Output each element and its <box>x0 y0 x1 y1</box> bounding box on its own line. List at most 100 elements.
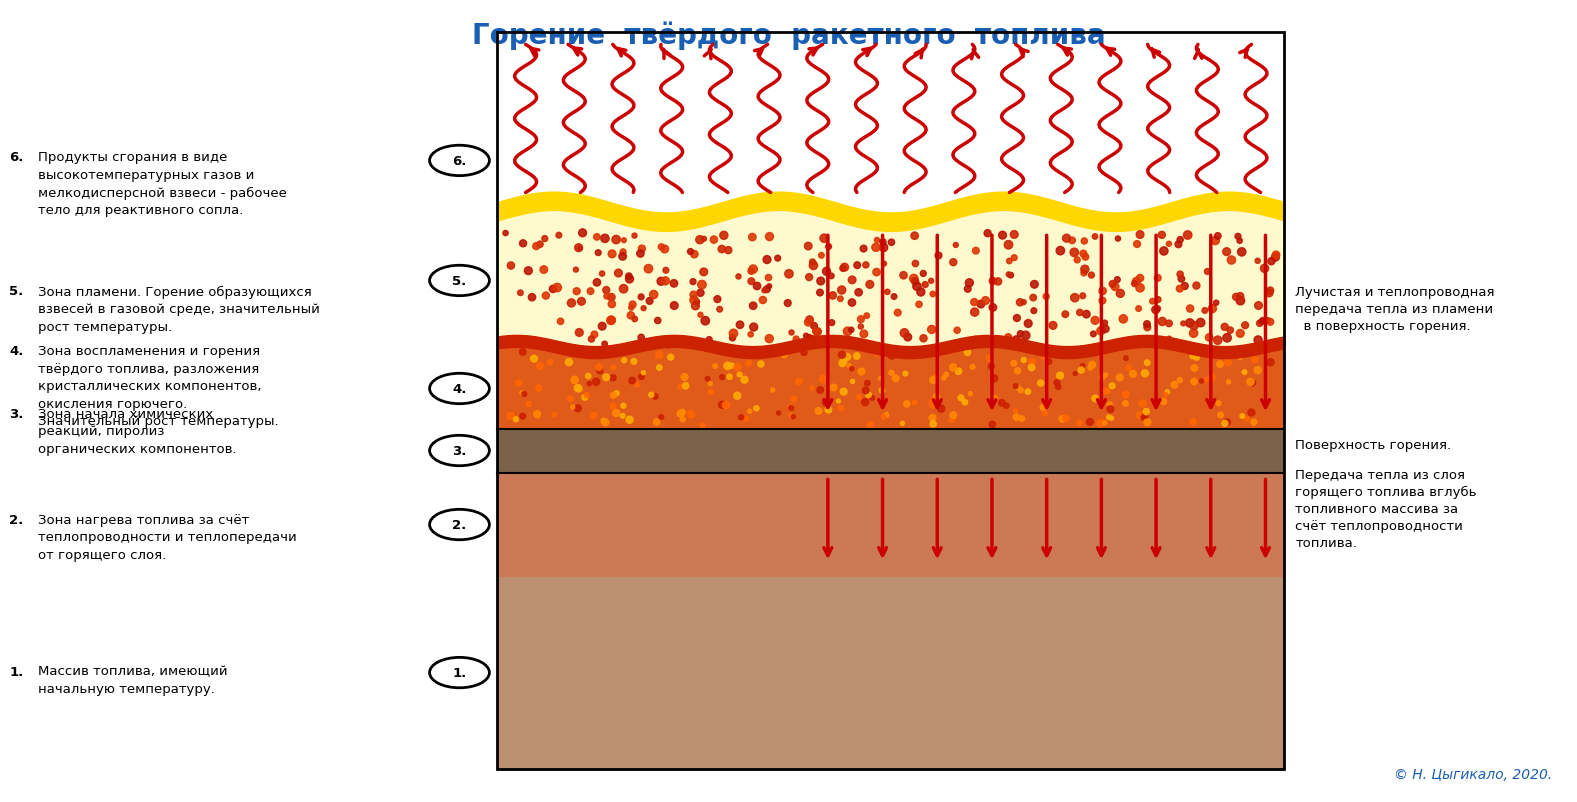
Point <box>807 287 833 300</box>
Text: 5.: 5. <box>9 286 24 298</box>
Point <box>1257 287 1282 300</box>
Point <box>1093 323 1118 336</box>
Point <box>1126 302 1151 315</box>
Point <box>629 291 654 304</box>
Point <box>729 411 754 424</box>
Circle shape <box>429 658 489 688</box>
Point <box>828 403 853 415</box>
Point <box>1053 412 1079 425</box>
Point <box>894 398 919 411</box>
Point <box>1129 398 1154 411</box>
Point <box>1102 281 1128 294</box>
Point <box>787 375 812 388</box>
Point <box>587 365 612 378</box>
Point <box>736 357 762 370</box>
Point <box>929 403 954 415</box>
Point <box>689 279 714 292</box>
Point <box>1255 314 1281 327</box>
Point <box>1077 416 1102 429</box>
Point <box>1020 292 1046 305</box>
Point <box>896 331 921 344</box>
Point <box>1113 389 1139 402</box>
Point <box>697 378 722 391</box>
Point <box>841 375 866 388</box>
Point <box>721 327 746 340</box>
Bar <box>497 349 1284 429</box>
Bar <box>497 213 1284 349</box>
Point <box>975 228 1000 241</box>
Point <box>1096 411 1121 424</box>
Point <box>498 410 524 423</box>
Point <box>595 346 620 359</box>
Point <box>796 241 822 253</box>
Point <box>904 281 929 294</box>
Point <box>1224 291 1249 304</box>
Point <box>1069 364 1094 377</box>
Point <box>697 334 722 346</box>
Point <box>806 405 831 418</box>
Point <box>1214 246 1240 259</box>
Point <box>839 324 864 337</box>
Point <box>754 283 779 296</box>
Text: 2.: 2. <box>9 513 24 526</box>
Point <box>1003 380 1028 393</box>
Point <box>642 289 667 302</box>
Point <box>1016 318 1041 330</box>
Point <box>1219 254 1244 267</box>
Point <box>979 419 1005 431</box>
Point <box>1230 410 1255 423</box>
Text: 4.: 4. <box>9 345 24 358</box>
Point <box>1216 376 1241 389</box>
Point <box>558 393 583 406</box>
Point <box>569 295 595 308</box>
Point <box>1128 282 1153 295</box>
Point <box>680 276 705 289</box>
Point <box>672 371 697 384</box>
Point <box>976 353 1001 366</box>
Point <box>1099 278 1124 291</box>
Point <box>1175 229 1200 242</box>
Text: Горение  твёрдого  ракетного  топлива: Горение твёрдого ракетного топлива <box>472 22 1105 50</box>
Point <box>710 399 735 411</box>
Point <box>1205 230 1230 243</box>
Point <box>1069 360 1094 373</box>
Point <box>1121 277 1146 290</box>
Point <box>1134 406 1159 419</box>
Point <box>1156 318 1181 330</box>
Point <box>1012 330 1038 342</box>
Point <box>1110 313 1135 326</box>
Point <box>647 349 672 362</box>
Point <box>1249 316 1274 329</box>
Point <box>560 401 585 414</box>
Point <box>1128 229 1153 241</box>
Point <box>610 410 636 423</box>
Point <box>1184 351 1210 364</box>
Point <box>716 245 741 257</box>
Point <box>781 411 806 423</box>
Point <box>688 287 713 300</box>
Point <box>1072 264 1098 277</box>
Point <box>681 289 706 302</box>
Point <box>747 358 773 371</box>
Point <box>525 408 550 421</box>
Point <box>1090 371 1115 384</box>
Point <box>793 330 818 342</box>
Point <box>656 338 681 351</box>
Point <box>695 373 721 386</box>
Point <box>604 387 629 400</box>
Point <box>946 366 971 379</box>
Point <box>776 298 801 310</box>
Point <box>766 407 792 420</box>
Point <box>691 266 716 279</box>
Point <box>853 259 878 272</box>
Point <box>1156 238 1181 251</box>
Point <box>1072 251 1098 264</box>
Point <box>1009 412 1035 425</box>
Point <box>1167 283 1192 296</box>
Point <box>624 379 650 391</box>
Point <box>779 402 804 415</box>
Point <box>1228 246 1254 259</box>
Point <box>943 363 968 375</box>
Point <box>582 329 607 342</box>
Point <box>741 263 766 276</box>
